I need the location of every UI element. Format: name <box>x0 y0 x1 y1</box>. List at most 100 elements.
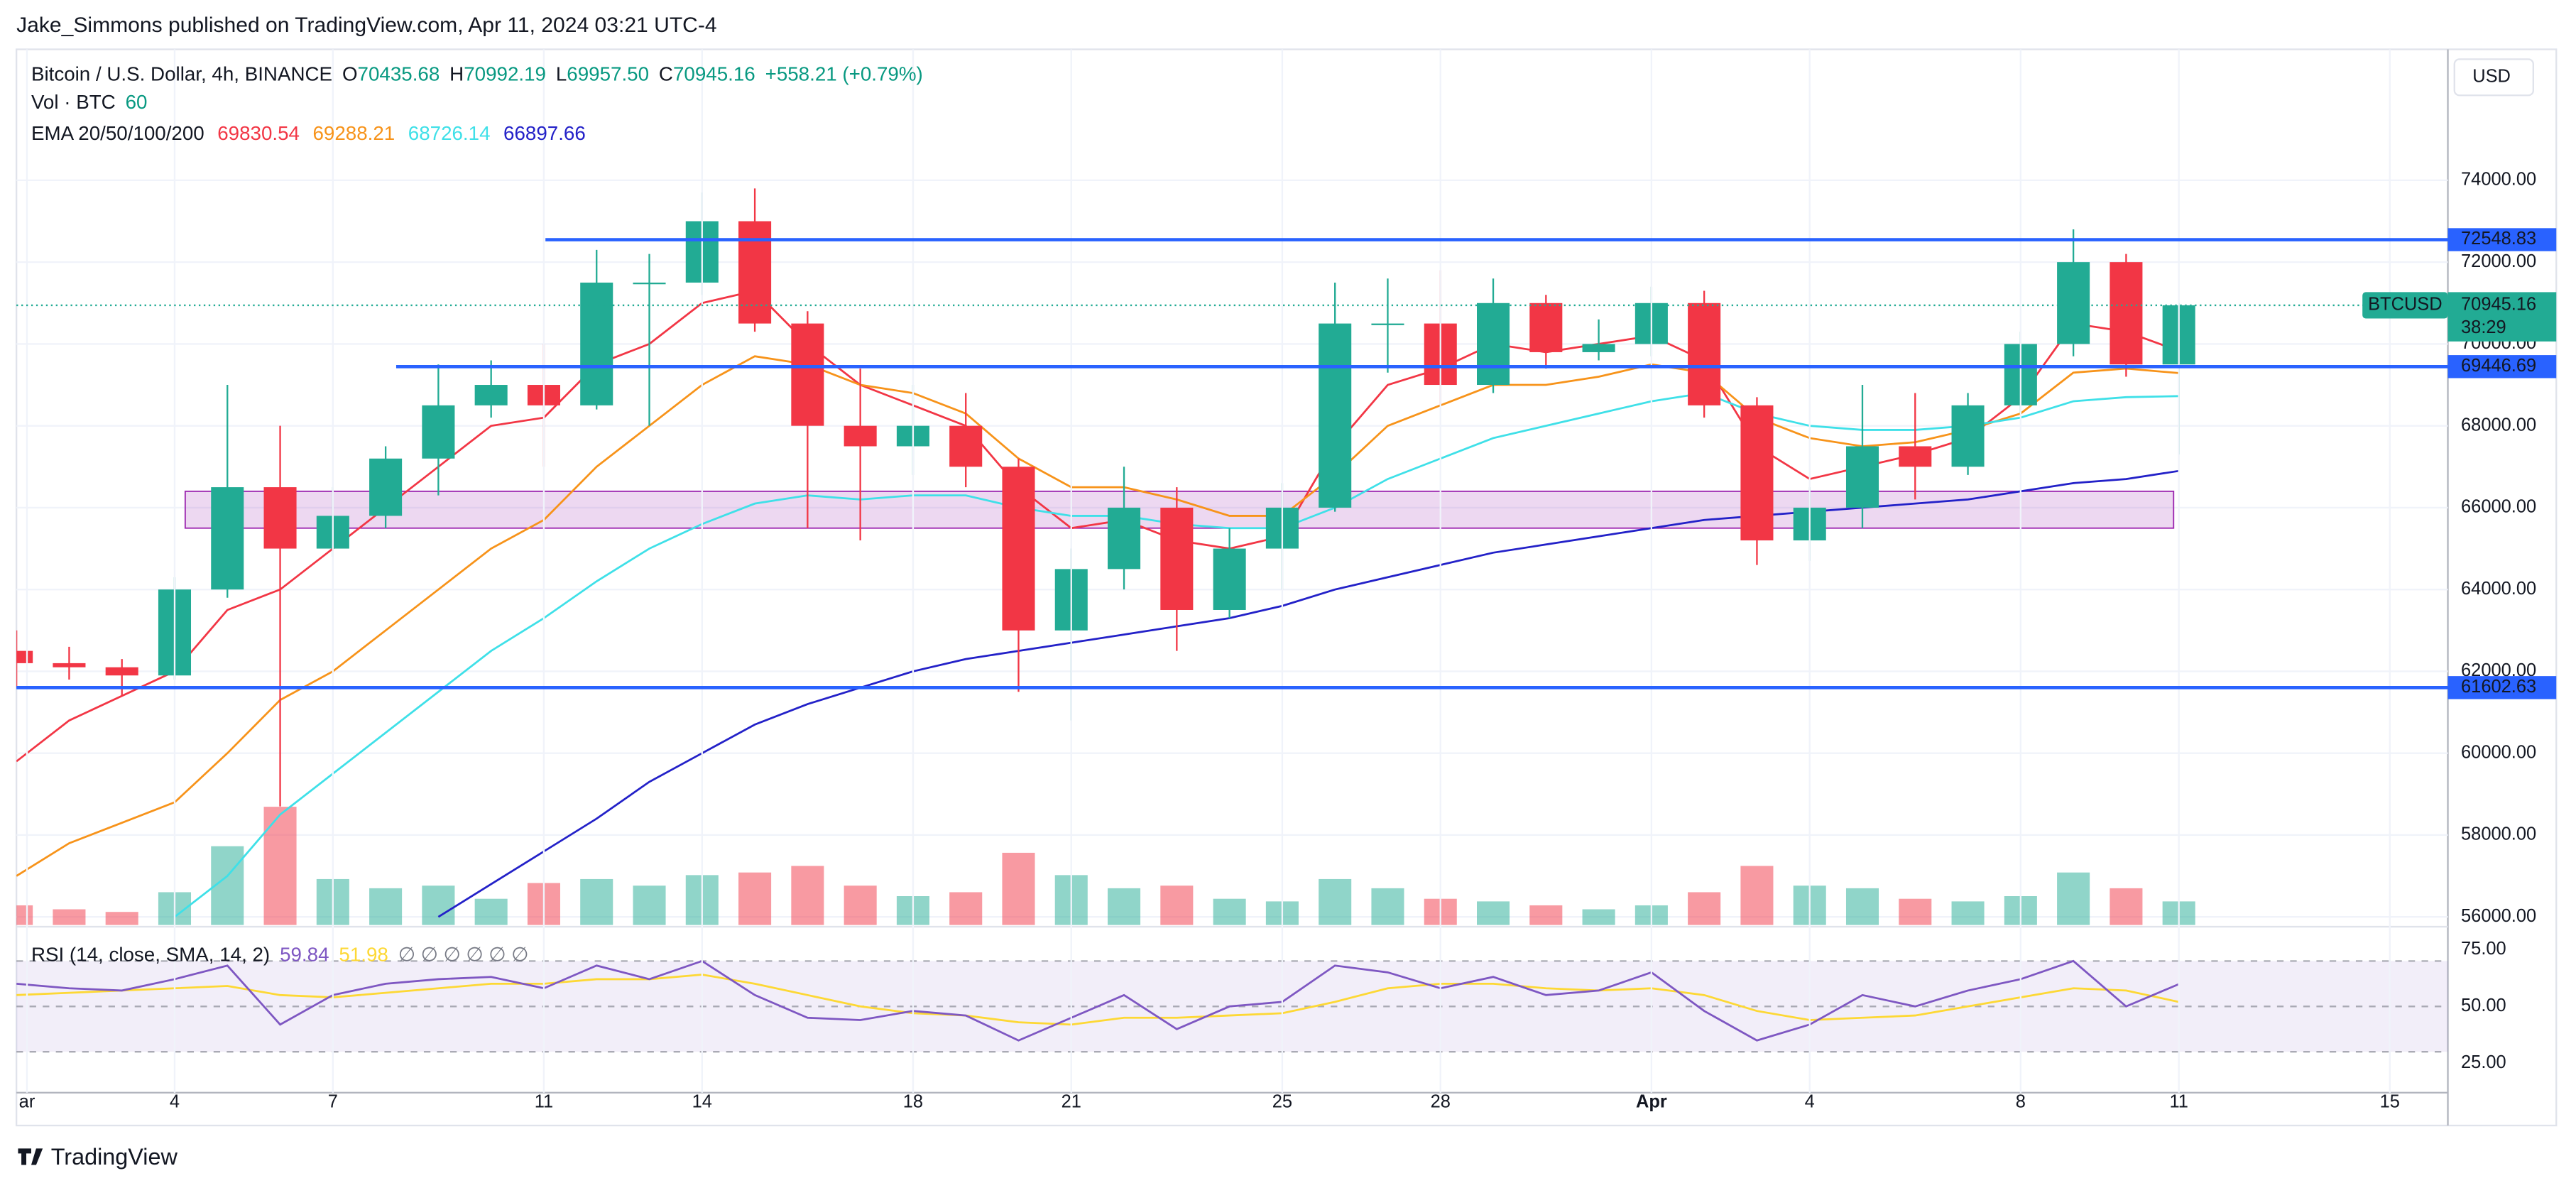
candle-body <box>211 487 244 590</box>
candle-body <box>633 282 666 285</box>
y-tick-label: 64000.00 <box>2461 579 2536 599</box>
volume-bar <box>1899 898 1932 925</box>
countdown: 38:29 <box>2461 317 2506 337</box>
candle-body <box>1002 467 1035 631</box>
x-tick-label: 15 <box>2380 1091 2400 1111</box>
candle-body <box>263 487 297 549</box>
x-tick-label: 18 <box>903 1091 923 1111</box>
candle-body <box>422 405 455 459</box>
legend-volume: Vol · BTC 60 <box>31 91 148 113</box>
volume-bar <box>1582 909 1615 925</box>
ohlc-key: C <box>659 63 673 85</box>
candle-body <box>1899 446 1932 467</box>
logo: TradingView <box>18 1144 178 1170</box>
ema-label: EMA 20/50/100/200 <box>31 122 204 144</box>
plot-area <box>16 179 2448 925</box>
level-tag-label: 69446.69 <box>2461 356 2536 376</box>
candle-body <box>844 425 877 447</box>
x-tick-label: 11 <box>2169 1091 2188 1111</box>
level-tag-label: 72548.83 <box>2461 229 2536 249</box>
rsi-tick-label: 75.00 <box>2461 939 2506 959</box>
candle-body <box>1108 507 1141 570</box>
ema-line <box>16 355 2179 877</box>
x-tick-label: 11 <box>535 1091 553 1111</box>
candle-body <box>53 663 86 667</box>
ohlc-value: 70435.68 <box>358 63 440 85</box>
volume-bar <box>1845 888 1879 925</box>
x-tick-label: 21 <box>1061 1091 1081 1111</box>
ohlc-value: 70992.19 <box>464 63 546 85</box>
y-tick-label: 58000.00 <box>2461 824 2536 844</box>
last-price-label: 70945.16 <box>2461 295 2536 315</box>
candle-body <box>105 667 138 676</box>
change: +558.21 (+0.79%) <box>765 63 923 85</box>
x-tick-label: ar <box>19 1091 36 1111</box>
level-tag <box>2447 676 2557 699</box>
volume-bar <box>844 885 877 925</box>
volume-bar <box>53 909 86 925</box>
plot-layer: 56000.0058000.0060000.0062000.0064000.00… <box>16 49 2557 1111</box>
logo-text: TradingView <box>51 1144 178 1170</box>
symbol-title: Bitcoin / U.S. Dollar, 4h, BINANCE <box>31 63 332 85</box>
byline: Jake_Simmons published on TradingView.co… <box>16 13 717 37</box>
y-tick-label: 66000.00 <box>2461 497 2536 517</box>
volume-value: 60 <box>126 91 148 113</box>
ohlc-value: 70945.16 <box>673 63 755 85</box>
volume-bar <box>422 885 455 925</box>
volume-bar <box>1688 892 1721 925</box>
y-tick-label: 74000.00 <box>2461 170 2536 190</box>
x-tick-label: Apr <box>1636 1091 1667 1111</box>
ema-value: 68726.14 <box>408 122 491 144</box>
candle-body <box>2110 262 2143 365</box>
ema-value: 69288.21 <box>313 122 395 144</box>
x-tick-label: 28 <box>1431 1091 1451 1111</box>
volume-bar <box>474 898 508 925</box>
ema-line <box>437 469 2179 918</box>
candle-body <box>1740 405 1774 541</box>
y-tick-label: 68000.00 <box>2461 415 2536 435</box>
legend-rsi: RSI (14, close, SMA, 14, 2) 59.84 51.98 ∅ ∅… <box>31 944 528 966</box>
candle-body <box>1688 303 1721 405</box>
volume-bar <box>105 912 138 925</box>
volume-bar <box>791 866 824 925</box>
ema-value: 69830.54 <box>217 122 300 144</box>
legend-main: Bitcoin / U.S. Dollar, 4h, BINANCE O70435… <box>31 63 923 85</box>
y-tick-label: 60000.00 <box>2461 742 2536 762</box>
candle-body <box>1529 303 1563 352</box>
rsi-value: 59.84 <box>280 944 329 966</box>
candle-body <box>1476 303 1510 386</box>
symbol-tag <box>2362 292 2448 319</box>
volume-bar <box>1160 885 1194 925</box>
ohlc-key: L <box>556 63 567 85</box>
candle-body <box>791 323 824 426</box>
currency[interactable]: USD <box>2472 67 2511 87</box>
candle-body <box>369 458 403 516</box>
ohlc-key: H <box>449 63 464 85</box>
volume-bar <box>1002 852 1035 925</box>
volume-bar <box>369 888 403 925</box>
x-tick-label: 25 <box>1272 1091 1292 1111</box>
legend-ema: EMA 20/50/100/200 69830.54 69288.21 68726.1… <box>31 122 586 144</box>
logo-icon <box>18 1148 43 1165</box>
volume-bar <box>1476 901 1510 925</box>
volume-bar <box>1529 905 1563 925</box>
currency-button[interactable] <box>2453 58 2534 97</box>
volume-bar <box>1951 901 1985 925</box>
volume-bar <box>1319 878 1352 925</box>
ema-value: 66897.66 <box>503 122 586 144</box>
volume-bar <box>2057 872 2090 925</box>
symbol-tag-label: BTCUSD <box>2368 295 2443 315</box>
volume-bar <box>1108 888 1141 925</box>
rsi-title: RSI (14, close, SMA, 14, 2) <box>31 944 270 966</box>
candle-body <box>474 385 508 405</box>
candle-body <box>1371 323 1404 325</box>
candle-body <box>738 221 772 324</box>
candle-body <box>1160 507 1194 610</box>
x-tick-label: 7 <box>328 1091 338 1111</box>
level-tag <box>2447 228 2557 251</box>
x-tick-label: 4 <box>170 1091 180 1111</box>
level-tag-label: 61602.63 <box>2461 677 2536 697</box>
rsi-empty: ∅ ∅ ∅ ∅ ∅ ∅ <box>398 944 529 966</box>
candle-body <box>1213 548 1246 610</box>
